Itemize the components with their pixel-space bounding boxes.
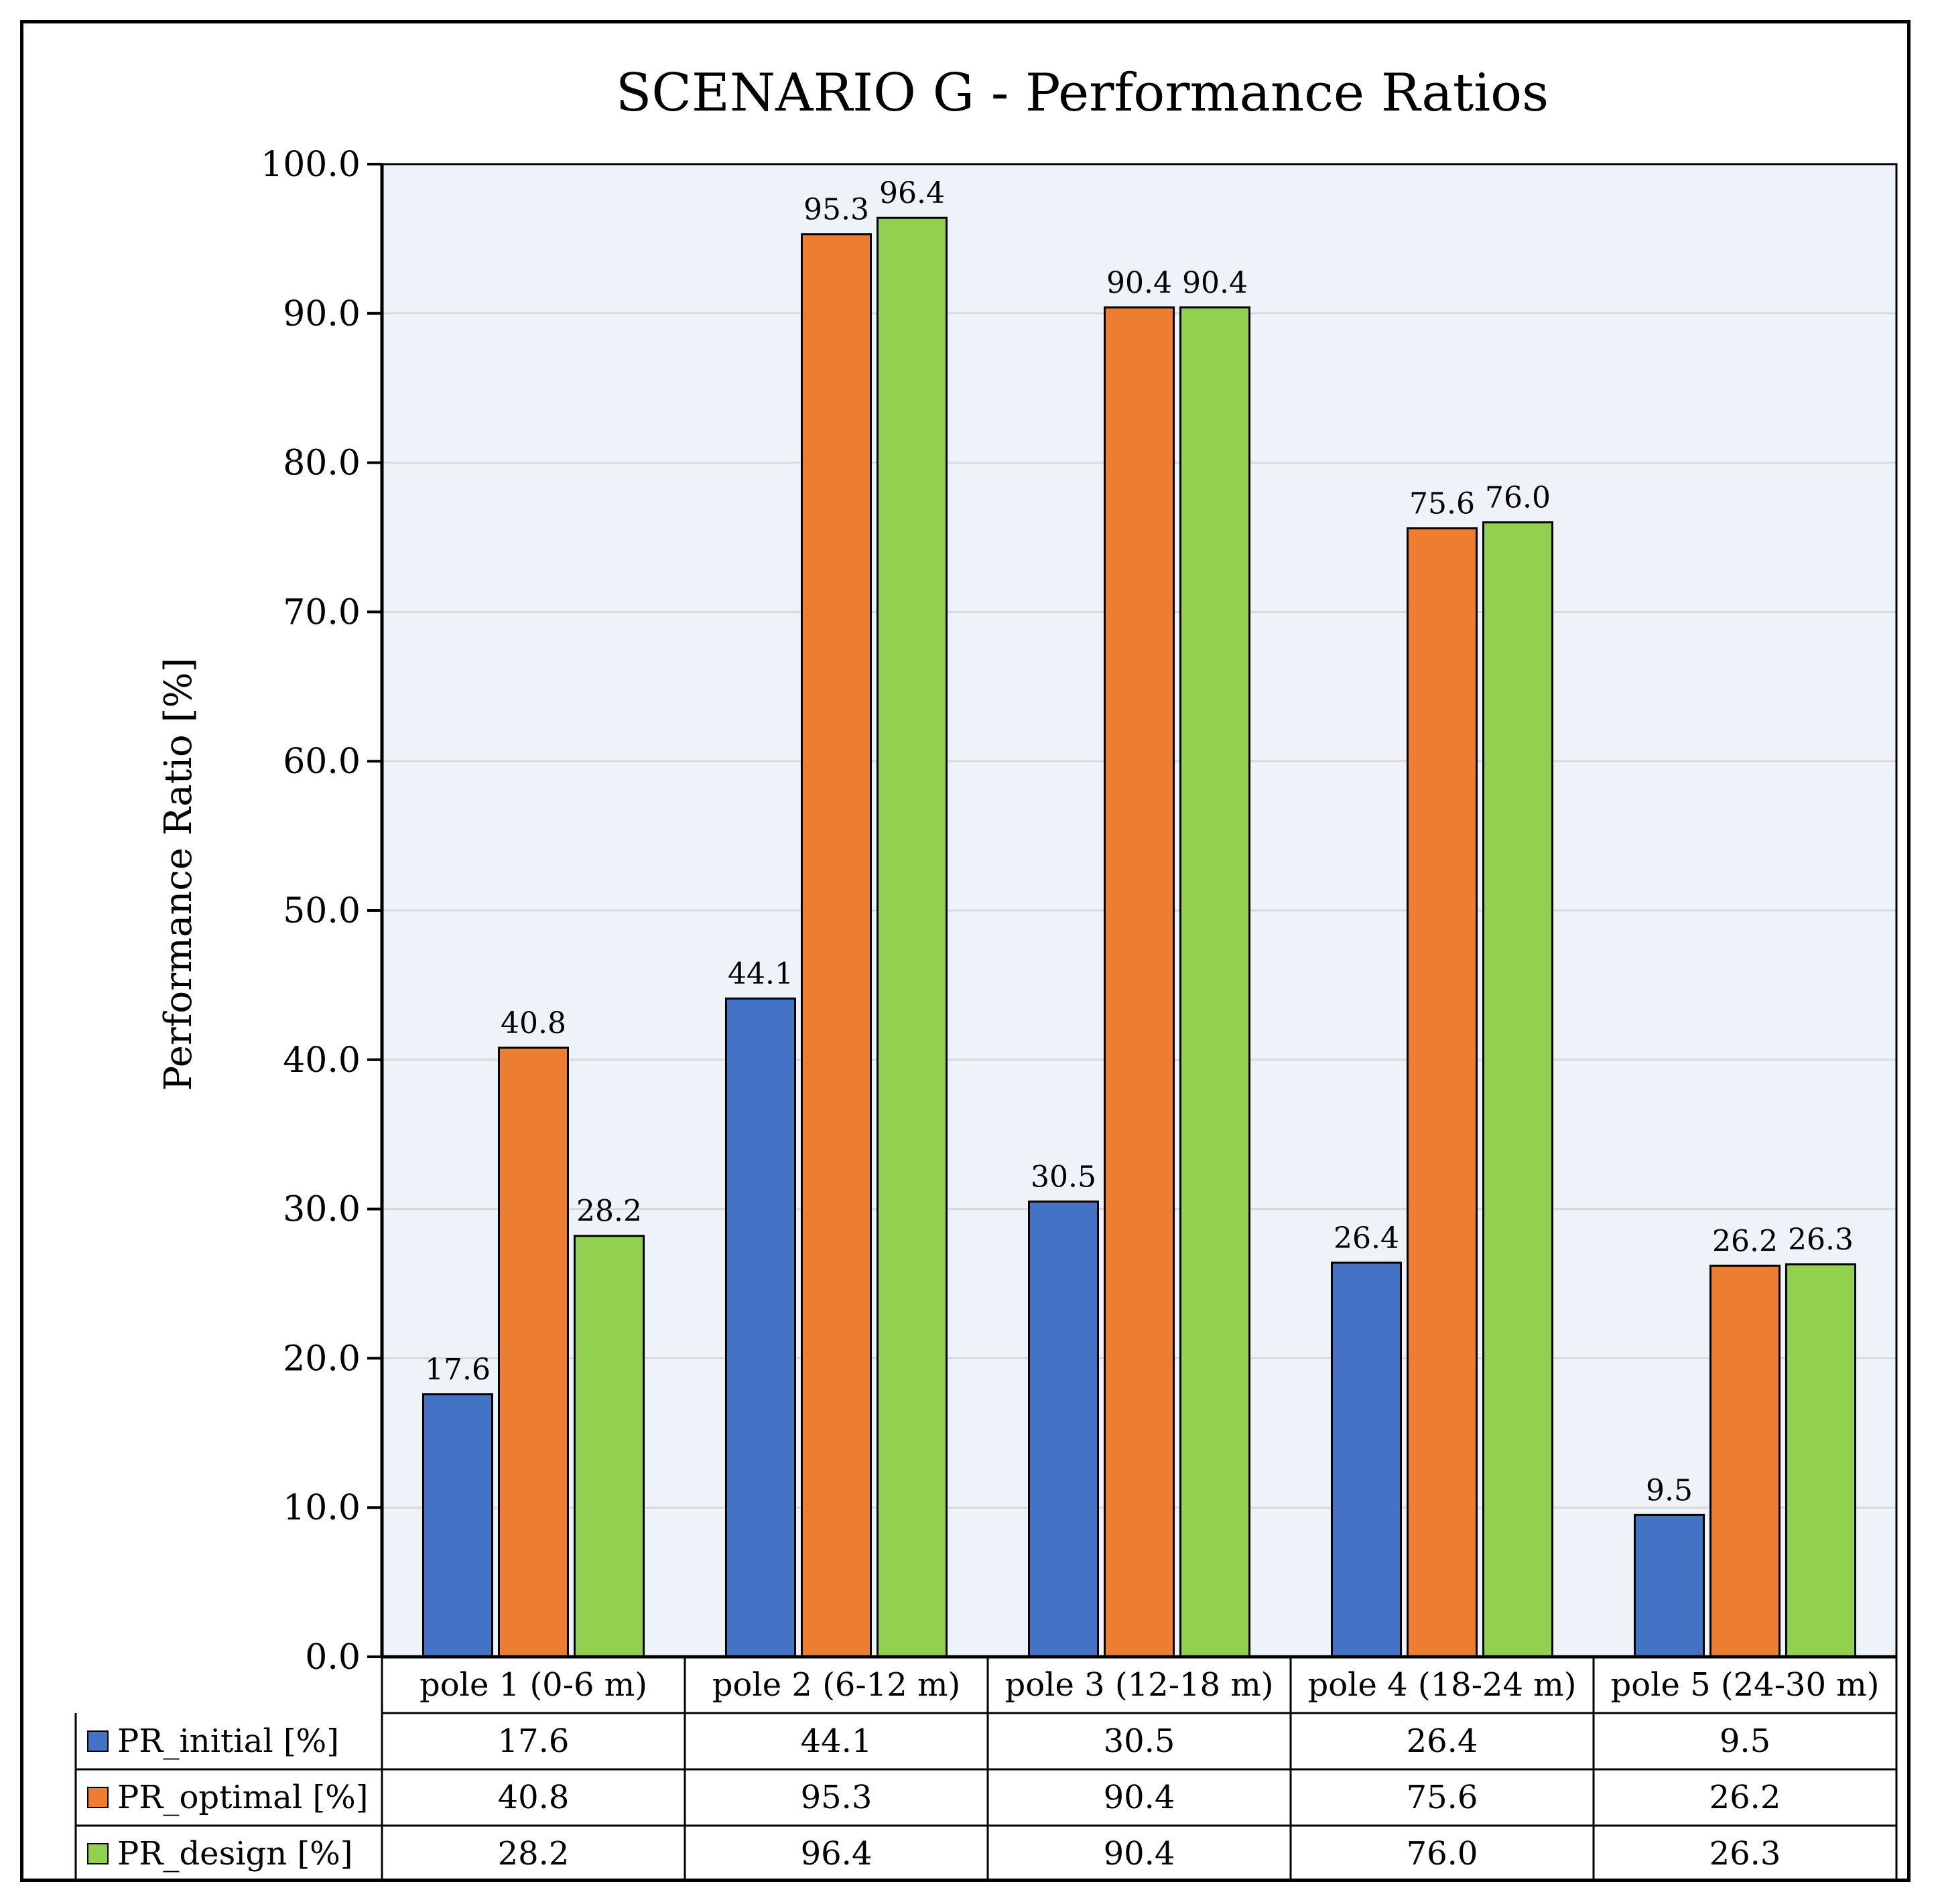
data-label: 28.2 xyxy=(576,1195,642,1229)
data-label: 30.5 xyxy=(1031,1160,1096,1194)
bar-2-4 xyxy=(1407,527,1478,1658)
table-cell: 96.4 xyxy=(801,1835,872,1873)
bar-1-4 xyxy=(1331,1262,1402,1658)
y-tick-label: 20.0 xyxy=(283,1339,361,1379)
chart-frame: SCENARIO G - Performance Ratios Performa… xyxy=(20,20,1911,1882)
chart-title: SCENARIO G - Performance Ratios xyxy=(616,63,1549,123)
table-cell: 26.3 xyxy=(1709,1835,1781,1873)
bar-3-2 xyxy=(877,216,948,1658)
legend-swatch xyxy=(87,1787,109,1808)
data-label: 95.3 xyxy=(803,193,869,227)
legend-swatch xyxy=(87,1730,109,1752)
table-cell: 90.4 xyxy=(1104,1779,1175,1816)
bar-2-2 xyxy=(801,233,872,1658)
category-label: pole 5 (24-30 m) xyxy=(1610,1666,1879,1704)
y-tick-label: 50.0 xyxy=(283,891,361,931)
bar-1-3 xyxy=(1028,1200,1099,1658)
table-cell: 28.2 xyxy=(498,1835,570,1873)
data-label: 90.4 xyxy=(1182,266,1248,300)
bar-2-5 xyxy=(1709,1264,1781,1658)
y-tick-label: 10.0 xyxy=(283,1488,361,1528)
bar-1-2 xyxy=(725,997,796,1658)
bar-1-5 xyxy=(1634,1513,1705,1658)
y-tick-label: 40.0 xyxy=(283,1040,361,1081)
y-tick-label: 30.0 xyxy=(283,1190,361,1230)
category-label: pole 2 (6-12 m) xyxy=(712,1666,961,1704)
data-label: 17.6 xyxy=(425,1353,491,1387)
data-label: 44.1 xyxy=(728,957,793,991)
bar-2-1 xyxy=(498,1046,569,1658)
table-cell: 44.1 xyxy=(801,1722,872,1760)
bar-1-1 xyxy=(422,1393,493,1658)
data-label: 75.6 xyxy=(1409,487,1475,521)
table-cell: 75.6 xyxy=(1407,1779,1478,1816)
bar-3-3 xyxy=(1179,306,1250,1658)
y-tick-label: 70.0 xyxy=(283,592,361,632)
category-label: pole 4 (18-24 m) xyxy=(1307,1666,1576,1704)
y-tick-label: 90.0 xyxy=(283,294,361,334)
bar-2-3 xyxy=(1104,306,1175,1658)
table-cell: 9.5 xyxy=(1720,1722,1770,1760)
table-cell: 76.0 xyxy=(1407,1835,1478,1873)
bar-3-5 xyxy=(1785,1263,1856,1658)
bar-3-4 xyxy=(1482,521,1553,1658)
table-cell: 95.3 xyxy=(801,1779,872,1816)
data-label: 40.8 xyxy=(501,1006,566,1040)
data-label: 26.4 xyxy=(1334,1221,1399,1255)
data-label: 26.2 xyxy=(1712,1224,1778,1258)
category-label: pole 1 (0-6 m) xyxy=(419,1666,647,1704)
data-label: 90.4 xyxy=(1106,266,1172,300)
y-tick-label: 100.0 xyxy=(261,145,361,185)
category-label: pole 3 (12-18 m) xyxy=(1005,1666,1273,1704)
table-cell: 90.4 xyxy=(1104,1835,1175,1873)
table-cell: 40.8 xyxy=(498,1779,570,1816)
y-tick-label: 80.0 xyxy=(283,444,361,484)
data-label: 96.4 xyxy=(879,176,945,210)
data-label: 26.3 xyxy=(1788,1223,1854,1257)
table-cell: 30.5 xyxy=(1104,1722,1175,1760)
data-label: 9.5 xyxy=(1646,1473,1693,1507)
legend-entry: PR_design [%] xyxy=(117,1835,353,1873)
legend-entry: PR_initial [%] xyxy=(117,1722,339,1760)
table-cell: 26.4 xyxy=(1407,1722,1478,1760)
y-axis-label: Performance Ratio [%] xyxy=(157,658,200,1091)
bar-3-1 xyxy=(574,1235,645,1658)
table-cell: 26.2 xyxy=(1709,1779,1781,1816)
y-tick-label: 60.0 xyxy=(283,742,361,782)
data-label: 76.0 xyxy=(1485,481,1551,515)
bar-chart: SCENARIO G - Performance Ratios Performa… xyxy=(74,63,1898,1879)
table-cell: 17.6 xyxy=(498,1722,570,1760)
legend-entry: PR_optimal [%] xyxy=(117,1779,369,1816)
legend-swatch xyxy=(87,1843,109,1864)
y-tick-label: 0.0 xyxy=(305,1637,361,1678)
